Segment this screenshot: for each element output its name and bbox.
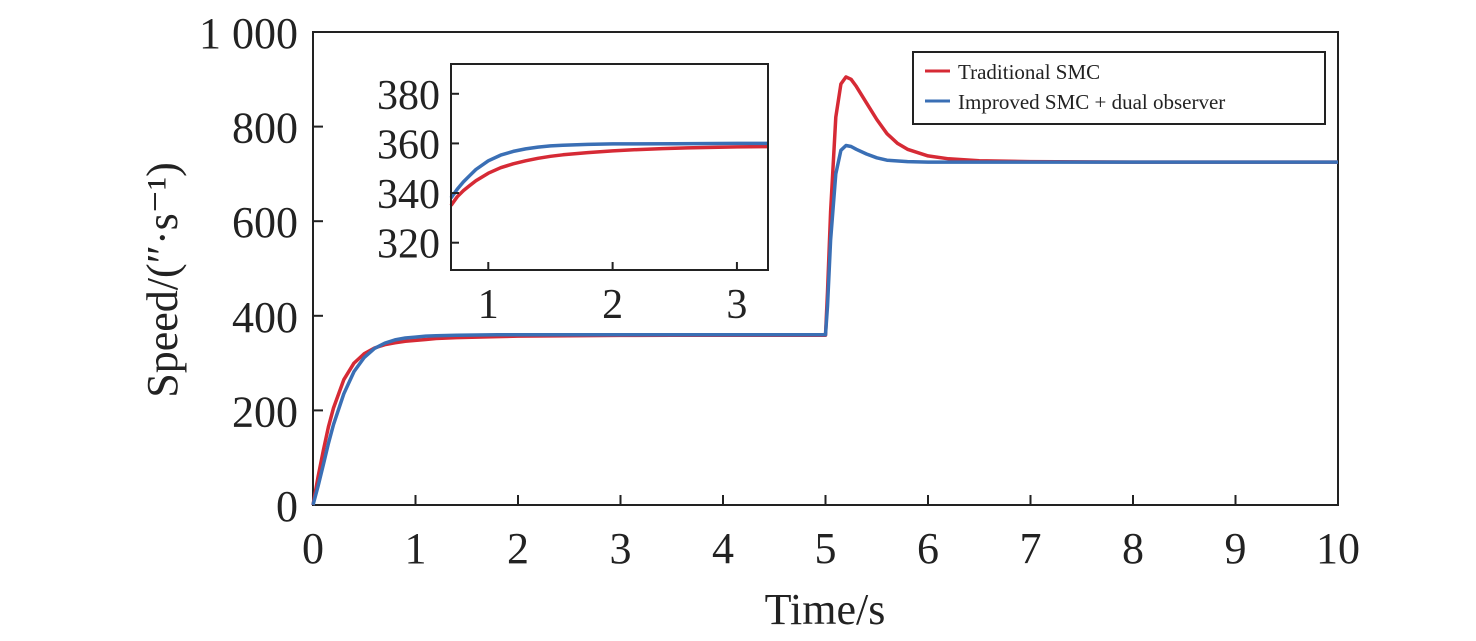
legend-label-improved-smc: Improved SMC + dual observer	[958, 90, 1225, 114]
inset-series-lines	[449, 141, 769, 207]
inset-series-line-traditional-smc	[449, 144, 769, 207]
y-tick-label: 0	[276, 482, 298, 531]
x-tick-label: 8	[1122, 524, 1144, 573]
series-line-improved-smc-dual-observer	[311, 143, 1338, 506]
main-y-axis: 0 200 400 600 800 1 000	[199, 9, 323, 531]
y-axis-title: Speed/(″·s⁻¹)	[138, 162, 187, 398]
x-tick-label: 6	[917, 524, 939, 573]
inset-x-tick-label: 1	[478, 282, 499, 328]
x-tick-label: 10	[1316, 524, 1360, 573]
x-tick-label: 0	[302, 524, 324, 573]
x-tick-label: 3	[610, 524, 632, 573]
y-tick-label: 200	[232, 387, 298, 436]
x-tick-label: 1	[405, 524, 427, 573]
y-tick-label: 400	[232, 293, 298, 342]
inset-y-tick-label: 320	[377, 222, 440, 268]
x-tick-label: 5	[815, 524, 837, 573]
main-x-axis: 0 1 2 3 4 5 6 7 8 9 10	[302, 495, 1360, 573]
y-tick-label: 800	[232, 104, 298, 153]
legend-box	[912, 51, 1326, 125]
x-tick-label: 2	[507, 524, 529, 573]
x-tick-label: 7	[1020, 524, 1042, 573]
y-tick-label: 600	[232, 198, 298, 247]
x-axis-title: Time/s	[765, 585, 886, 634]
x-tick-label: 9	[1225, 524, 1247, 573]
inset-x-axis: 1 2 3	[478, 262, 747, 328]
inset-y-tick-label: 340	[377, 172, 440, 218]
x-tick-label: 4	[712, 524, 734, 573]
y-tick-label: 1 000	[199, 9, 298, 58]
inset-y-tick-label: 360	[377, 122, 440, 168]
inset-y-tick-label: 380	[377, 73, 440, 119]
inset-x-tick-label: 2	[602, 282, 623, 328]
inset-series-line-improved-smc-dual-observer	[449, 141, 768, 200]
main-series-lines	[311, 75, 1338, 506]
inset-x-tick-label: 3	[726, 282, 747, 328]
legend-label-traditional-smc: Traditional SMC	[958, 60, 1100, 84]
inset-plot-frame	[450, 63, 769, 271]
